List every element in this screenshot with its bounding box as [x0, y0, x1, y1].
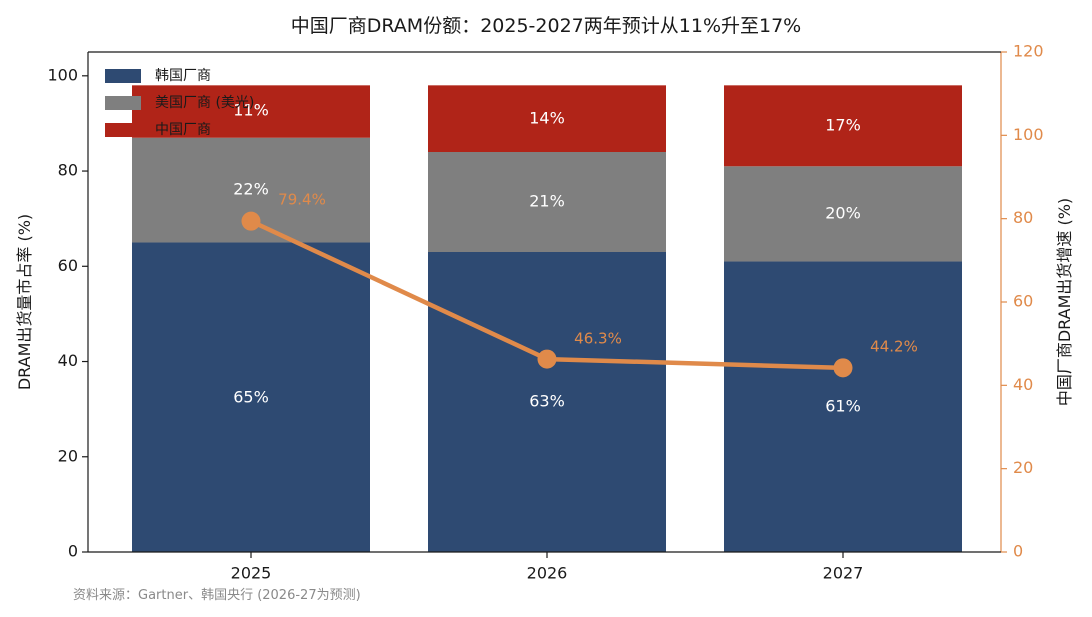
- legend-label-series-1: 美国厂商 (美光): [155, 95, 254, 111]
- bar-segment-2027-series-2: [724, 85, 962, 167]
- bar-value-label-2025-series-0: 65%: [233, 388, 269, 407]
- bar-segment-2025-series-0: [132, 242, 370, 552]
- legend-swatch-series-0: [105, 69, 141, 83]
- chart-title: 中国厂商DRAM份额：2025-2027两年预计从11%升至17%: [291, 15, 801, 37]
- y-tick-label-100: 100: [47, 65, 78, 84]
- bar-value-label-2027-series-2: 17%: [825, 116, 861, 135]
- bar-value-label-2026-series-2: 14%: [529, 109, 565, 128]
- growth-label-2026: 46.3%: [574, 330, 622, 348]
- bar-value-label-2026-series-1: 21%: [529, 192, 565, 211]
- y2-axis-label: 中国厂商DRAM出货增速 (%): [1055, 198, 1074, 406]
- bar-segment-2026-series-2: [428, 85, 666, 152]
- legend-label-series-0: 韩国厂商: [155, 68, 211, 84]
- bar-segment-2027-series-1: [724, 166, 962, 262]
- source-note: 资料来源：Gartner、韩国央行 (2026-27为预测): [73, 588, 361, 603]
- y-tick-label-0: 0: [68, 542, 78, 561]
- legend-swatch-series-1: [105, 96, 141, 110]
- growth-label-2025: 79.4%: [278, 191, 326, 209]
- bar-segment-2026-series-0: [428, 252, 666, 552]
- y2-tick-label-0: 0: [1013, 542, 1023, 561]
- y-axis-label: DRAM出货量市占率 (%): [15, 214, 34, 390]
- growth-point-2027: [833, 358, 853, 378]
- y2-tick-label-100: 100: [1013, 125, 1044, 144]
- x-tick-label-2026: 2026: [527, 564, 568, 583]
- bar-segment-2026-series-1: [428, 152, 666, 252]
- legend-label-series-2: 中国厂商: [155, 122, 211, 138]
- x-tick-label-2027: 2027: [823, 564, 864, 583]
- y-tick-label-20: 20: [58, 446, 78, 465]
- y2-tick-label-80: 80: [1013, 208, 1033, 227]
- x-tick-label-2025: 2025: [231, 564, 272, 583]
- bar-value-label-2025-series-2: 11%: [233, 101, 269, 120]
- growth-label-2027: 44.2%: [870, 338, 918, 356]
- y-tick-label-40: 40: [58, 351, 78, 370]
- legend-swatch-series-2: [105, 123, 141, 137]
- y-tick-label-80: 80: [58, 161, 78, 180]
- y2-tick-label-20: 20: [1013, 458, 1033, 477]
- bar-value-label-2027-series-1: 20%: [825, 204, 861, 223]
- growth-point-2026: [537, 349, 557, 369]
- bar-segment-2025-series-2: [132, 85, 370, 138]
- y2-tick-label-60: 60: [1013, 292, 1033, 311]
- y2-tick-label-120: 120: [1013, 42, 1044, 61]
- bar-value-label-2025-series-1: 22%: [233, 180, 269, 199]
- plot-area: 65% 22% 11% 63% 21% 14% 61% 20% 17% 79.4% 46.3% 44.…: [47, 42, 1043, 583]
- bar-segment-2027-series-0: [724, 261, 962, 552]
- bar-value-label-2026-series-0: 63%: [529, 392, 565, 411]
- growth-point-2025: [241, 211, 261, 231]
- y-tick-label-60: 60: [58, 256, 78, 275]
- bar-value-label-2027-series-0: 61%: [825, 397, 861, 416]
- y2-tick-label-40: 40: [1013, 375, 1033, 394]
